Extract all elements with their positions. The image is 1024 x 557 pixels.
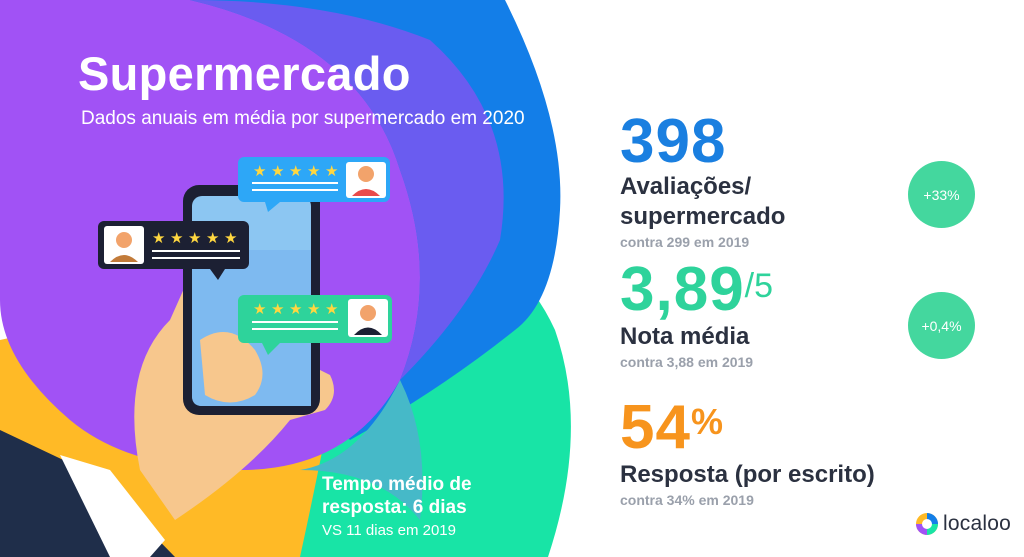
star-icon: ★	[253, 162, 266, 180]
response-time-comparison: VS 11 dias em 2019	[322, 522, 456, 539]
stat-response-value-wrap: 54%	[620, 397, 875, 459]
stat-response-label: Resposta (por escrito)	[620, 461, 875, 488]
stat-rating-value: 3,89	[620, 255, 745, 324]
stat-reviews: 398 Avaliações/ supermercado contra 299 …	[620, 107, 820, 251]
page-title: Supermercado	[78, 47, 411, 100]
star-icon: ★	[271, 162, 284, 180]
response-time-block: Tempo médio de resposta: 6 dias VS 11 di…	[322, 473, 502, 539]
star-icon: ★	[289, 300, 302, 318]
stat-response: 54% Resposta (por escrito) contra 34% em…	[620, 397, 875, 509]
stat-response-suffix: %	[690, 401, 724, 442]
stat-reviews-badge: +33%	[908, 161, 975, 228]
page-subtitle: Dados anuais em média por supermercado e…	[81, 108, 525, 129]
star-icon: ★	[152, 229, 165, 247]
stat-rating-suffix: /5	[744, 267, 774, 305]
star-icon: ★	[289, 162, 302, 180]
stat-response-value: 54	[620, 393, 691, 462]
star-icon: ★	[325, 300, 338, 318]
stat-rating-badge: +0,4%	[908, 292, 975, 359]
stat-response-comparison: contra 34% em 2019	[620, 492, 754, 508]
star-icon: ★	[188, 229, 201, 247]
stat-rating-label: Nota média	[620, 323, 750, 350]
stat-rating-comparison: contra 3,88 em 2019	[620, 354, 754, 370]
star-icon: ★	[253, 300, 266, 318]
stat-reviews-label: Avaliações/ supermercado	[620, 173, 786, 230]
localoo-logo: localoo	[915, 512, 1011, 536]
localoo-logo-icon	[916, 513, 938, 535]
star-icon: ★	[224, 229, 237, 247]
localoo-logo-text: localoo	[943, 512, 1011, 535]
star-icon: ★	[307, 162, 320, 180]
response-time-title: Tempo médio de resposta: 6 dias	[322, 474, 472, 518]
star-icon: ★	[325, 162, 338, 180]
stat-rating: 3,89/5 Nota média contra 3,88 em 2019	[620, 259, 774, 371]
star-icon: ★	[307, 300, 320, 318]
review-bubble-bottom	[238, 295, 392, 355]
stat-reviews-comparison: contra 299 em 2019	[620, 234, 750, 250]
star-icon: ★	[206, 229, 219, 247]
star-icon: ★	[271, 300, 284, 318]
review-bubble-top	[238, 157, 390, 212]
stat-rating-value-wrap: 3,89/5	[620, 259, 774, 321]
stat-reviews-value: 398	[620, 107, 727, 176]
review-bubble-left	[98, 221, 249, 280]
star-icon: ★	[170, 229, 183, 247]
